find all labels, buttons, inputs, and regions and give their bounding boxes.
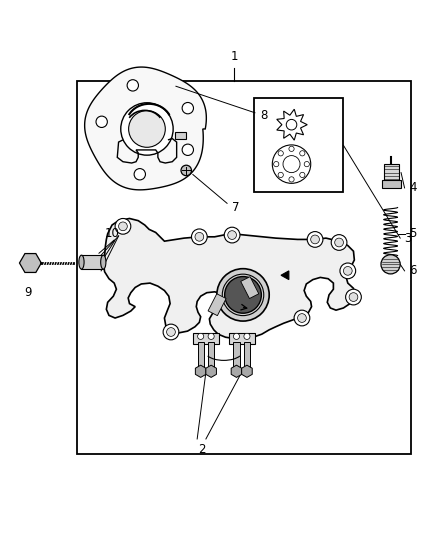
Circle shape xyxy=(198,333,204,340)
Circle shape xyxy=(307,231,323,247)
Circle shape xyxy=(166,328,175,336)
Circle shape xyxy=(163,324,179,340)
Bar xyxy=(241,277,259,298)
Bar xyxy=(208,294,226,316)
Text: 3: 3 xyxy=(405,232,412,245)
Circle shape xyxy=(129,111,165,147)
Circle shape xyxy=(343,266,352,275)
Polygon shape xyxy=(281,271,289,280)
Bar xyxy=(175,132,186,139)
Circle shape xyxy=(349,293,358,302)
Circle shape xyxy=(346,289,361,305)
Bar xyxy=(208,342,214,368)
Text: 5: 5 xyxy=(409,227,416,240)
Bar xyxy=(244,342,250,368)
Bar xyxy=(198,342,204,368)
Text: 7: 7 xyxy=(193,174,240,214)
Circle shape xyxy=(286,119,297,130)
Text: 1: 1 xyxy=(230,51,238,63)
Circle shape xyxy=(96,116,107,127)
Circle shape xyxy=(134,168,145,180)
Circle shape xyxy=(244,333,250,340)
Circle shape xyxy=(297,313,306,322)
Circle shape xyxy=(225,277,261,313)
Circle shape xyxy=(228,231,237,239)
Bar xyxy=(382,180,401,188)
Bar xyxy=(77,81,411,454)
Circle shape xyxy=(274,161,279,167)
Circle shape xyxy=(272,145,311,183)
Text: 9: 9 xyxy=(24,286,32,299)
Text: 4: 4 xyxy=(409,181,417,195)
Circle shape xyxy=(300,172,305,177)
Bar xyxy=(233,342,240,368)
Text: 10: 10 xyxy=(105,227,120,240)
Circle shape xyxy=(335,238,343,247)
Circle shape xyxy=(331,235,347,251)
Circle shape xyxy=(289,177,294,182)
Circle shape xyxy=(182,102,194,114)
Text: 6: 6 xyxy=(409,264,417,277)
Circle shape xyxy=(304,161,309,167)
Polygon shape xyxy=(277,109,307,140)
Circle shape xyxy=(195,232,204,241)
Circle shape xyxy=(182,144,194,156)
Circle shape xyxy=(115,219,131,234)
Circle shape xyxy=(121,103,173,155)
Circle shape xyxy=(181,165,191,176)
Polygon shape xyxy=(85,67,206,190)
Circle shape xyxy=(233,333,240,340)
Text: 2: 2 xyxy=(198,443,205,456)
Text: 8: 8 xyxy=(176,86,268,123)
Polygon shape xyxy=(103,219,354,338)
Ellipse shape xyxy=(101,255,106,269)
Circle shape xyxy=(217,269,269,321)
Circle shape xyxy=(224,227,240,243)
Bar xyxy=(81,255,103,269)
Circle shape xyxy=(278,172,283,177)
Circle shape xyxy=(127,80,138,91)
Bar xyxy=(254,99,343,192)
Circle shape xyxy=(208,333,214,340)
Circle shape xyxy=(119,222,127,231)
Circle shape xyxy=(311,235,319,244)
Ellipse shape xyxy=(79,255,84,269)
Bar xyxy=(193,333,219,344)
Circle shape xyxy=(381,255,400,274)
Circle shape xyxy=(294,310,310,326)
Bar xyxy=(384,164,399,181)
Circle shape xyxy=(340,263,356,279)
Bar xyxy=(229,333,255,344)
Circle shape xyxy=(300,151,305,156)
Circle shape xyxy=(191,229,207,245)
Circle shape xyxy=(278,151,283,156)
Circle shape xyxy=(289,146,294,151)
Circle shape xyxy=(283,156,300,173)
